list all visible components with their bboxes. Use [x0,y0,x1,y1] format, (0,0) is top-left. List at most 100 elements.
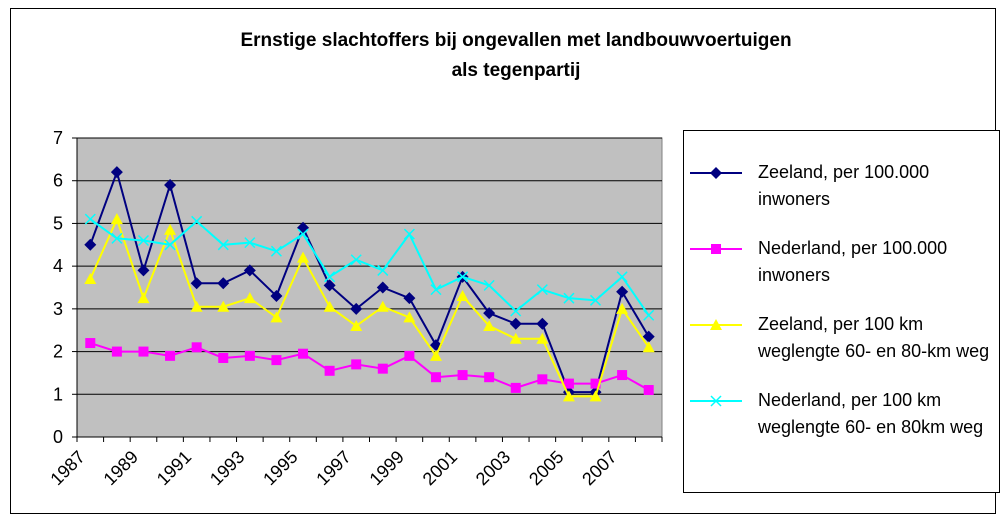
y-tick-label: 6 [53,171,63,191]
y-tick-label: 2 [53,342,63,362]
marker [324,365,335,376]
marker [137,292,150,304]
chart-title: Ernstige slachtoffers bij ongevallen met… [240,30,792,81]
marker [711,244,721,254]
marker [617,370,628,381]
marker [165,350,176,361]
legend-swatch [690,244,742,254]
marker [616,271,628,283]
marker [270,245,282,257]
marker [110,213,123,225]
x-tick-label: 1995 [259,447,301,489]
marker [164,178,177,191]
marker [616,302,629,314]
marker [243,264,256,277]
legend-swatch [690,167,742,179]
marker [350,319,363,331]
marker [270,290,283,303]
marker [562,390,575,402]
marker [191,215,203,227]
marker [509,317,522,330]
marker [137,234,150,247]
marker [377,264,389,276]
x-tick-label: 2003 [472,447,514,489]
y-tick-label: 4 [53,256,63,276]
legend-label: Nederland, per 100 km weglengte 60- en 8… [758,390,984,437]
marker [483,307,496,320]
marker [218,352,229,363]
marker [217,300,230,312]
marker [376,281,389,294]
marker [457,271,469,283]
marker [323,279,336,292]
marker [84,272,97,284]
marker [244,350,255,361]
marker [138,346,149,357]
marker [190,300,203,312]
marker [589,390,602,402]
marker [191,342,202,353]
marker [590,378,601,389]
y-tick-label: 0 [53,427,63,447]
x-tick-label: 1989 [100,447,142,489]
legend-item: Nederland, per 100 km weglengte 60- en 8… [688,387,995,441]
marker [643,309,655,321]
series-line [89,218,650,316]
marker [510,305,522,317]
x-tick-label: 2005 [525,447,567,489]
y-tick-label: 7 [53,128,63,148]
marker [457,370,468,381]
marker [270,311,283,323]
marker [642,330,655,343]
y-tick-label: 3 [53,299,63,319]
legend-label: Nederland, per 100.000 inwoners [758,238,948,285]
legend-label: Zeeland, per 100 km weglengte 60- en 80-… [758,314,990,361]
x-tick-label: 2007 [578,447,620,489]
marker [710,167,722,179]
y-tick-label: 5 [53,213,63,233]
legend-swatch [690,319,742,330]
marker [509,332,522,344]
marker [111,346,122,357]
marker [710,319,722,330]
marker [377,363,388,374]
marker [430,372,441,383]
marker [84,213,96,225]
marker [297,251,310,263]
marker [483,319,496,331]
marker [111,232,123,244]
marker [510,382,521,393]
marker [324,271,336,283]
marker [710,395,722,407]
legend-swatch [690,395,742,407]
legend-label: Zeeland, per 100.000 inwoners [758,162,930,209]
marker [298,348,309,359]
series-line [89,216,650,398]
marker [297,228,309,240]
marker [403,311,416,323]
x-tick-label: 1997 [312,447,354,489]
marker [536,284,548,296]
marker [350,302,363,315]
marker [376,300,389,312]
marker [243,292,256,304]
y-tick-label: 1 [53,384,63,404]
marker [589,294,602,306]
marker [190,277,203,290]
marker [403,228,415,240]
legend-item: Zeeland, per 100.000 inwoners [688,159,995,213]
x-tick-label: 1999 [366,447,408,489]
marker [537,374,548,385]
marker [403,292,416,305]
marker [217,239,229,251]
x-tick-label: 1993 [206,447,248,489]
marker [404,350,415,361]
marker [323,300,336,312]
marker [642,341,655,353]
marker [271,355,282,366]
x-tick-label: 2001 [419,447,461,489]
marker [244,237,256,249]
marker [429,349,442,361]
marker [217,277,230,290]
